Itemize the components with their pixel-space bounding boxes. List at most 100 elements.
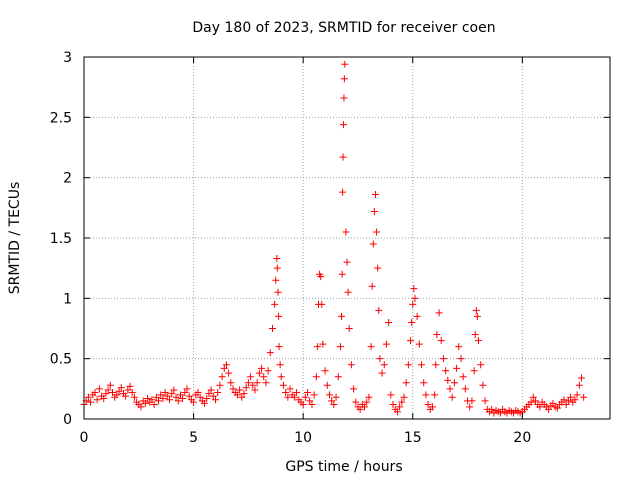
data-point xyxy=(553,404,561,412)
data-point xyxy=(141,399,149,407)
data-point xyxy=(317,273,325,281)
data-point xyxy=(580,393,588,401)
data-point xyxy=(408,318,416,326)
data-point xyxy=(277,373,285,381)
data-point xyxy=(104,386,112,394)
data-point xyxy=(356,405,364,413)
data-point xyxy=(448,393,456,401)
data-point xyxy=(137,403,145,411)
data-point xyxy=(477,361,485,369)
data-point xyxy=(152,393,160,401)
data-point xyxy=(466,403,474,411)
data-point xyxy=(461,385,469,393)
data-point xyxy=(371,191,379,199)
data-point xyxy=(432,361,440,369)
data-point xyxy=(571,396,579,404)
data-point xyxy=(428,403,436,411)
data-point xyxy=(336,343,344,351)
data-point xyxy=(299,401,307,409)
data-point xyxy=(203,394,211,402)
data-point xyxy=(378,369,386,377)
data-point xyxy=(179,394,187,402)
data-point xyxy=(284,393,292,401)
data-point xyxy=(106,381,114,389)
data-point xyxy=(275,312,283,320)
y-tick-label: 2 xyxy=(63,171,72,187)
data-point xyxy=(338,270,346,278)
data-point xyxy=(150,401,158,409)
data-point xyxy=(345,325,353,332)
y-tick-label: 3 xyxy=(63,50,72,66)
data-point xyxy=(279,381,287,389)
y-tick-label: 2.5 xyxy=(50,110,72,126)
data-point xyxy=(236,386,244,394)
data-point xyxy=(453,364,461,372)
data-point xyxy=(290,393,298,401)
data-point xyxy=(304,388,312,396)
data-point xyxy=(318,300,326,308)
data-point xyxy=(411,294,419,302)
data-point xyxy=(578,374,586,382)
data-point xyxy=(385,318,393,326)
data-point xyxy=(475,337,482,345)
data-point xyxy=(126,382,134,390)
data-point xyxy=(347,361,355,369)
grid xyxy=(84,57,610,419)
x-tick-label: 10 xyxy=(294,430,312,446)
data-point xyxy=(332,393,340,401)
data-point xyxy=(274,288,282,296)
x-tick-label: 5 xyxy=(189,430,198,446)
data-point xyxy=(207,386,215,394)
data-point xyxy=(258,364,266,372)
data-point xyxy=(168,390,176,398)
data-point xyxy=(373,228,381,236)
data-point xyxy=(218,373,226,381)
data-point xyxy=(91,388,99,396)
data-point xyxy=(422,391,430,399)
data-point xyxy=(163,392,171,400)
data-point xyxy=(470,367,478,375)
data-point xyxy=(387,391,395,399)
data-point xyxy=(227,379,235,387)
data-point xyxy=(262,379,270,387)
data-point xyxy=(567,393,575,401)
data-point xyxy=(573,391,581,399)
data-point xyxy=(240,390,248,398)
data-point xyxy=(400,393,408,401)
data-point xyxy=(312,373,320,381)
y-axis: 0 0.5 1 1.5 2 2.5 3 xyxy=(50,50,610,428)
data-point xyxy=(415,340,423,348)
data-point xyxy=(527,398,535,406)
data-point xyxy=(560,396,568,404)
data-point xyxy=(339,153,347,161)
data-point xyxy=(181,388,189,396)
data-point xyxy=(113,391,121,399)
data-point xyxy=(272,276,280,284)
data-point xyxy=(216,381,224,389)
data-point xyxy=(172,393,180,401)
data-point xyxy=(361,403,369,411)
data-point xyxy=(368,282,376,290)
data-point xyxy=(459,373,467,381)
data-point xyxy=(183,385,191,393)
data-point xyxy=(157,391,165,399)
data-point xyxy=(124,386,132,394)
data-point xyxy=(308,401,316,409)
data-point xyxy=(442,367,450,375)
data-point xyxy=(176,391,184,399)
data-point xyxy=(420,379,428,387)
data-point xyxy=(264,367,272,375)
y-tick-label: 0.5 xyxy=(50,352,72,368)
data-point xyxy=(190,398,198,406)
data-point xyxy=(271,300,279,308)
data-point xyxy=(342,228,350,236)
data-point xyxy=(174,397,182,405)
data-point xyxy=(424,401,432,409)
data-point xyxy=(396,403,404,411)
data-point xyxy=(93,396,101,404)
data-point xyxy=(468,397,476,405)
data-point xyxy=(301,393,309,401)
x-axis: 0 5 10 15 20 xyxy=(80,57,531,446)
data-point xyxy=(529,393,537,401)
data-point xyxy=(196,393,204,401)
